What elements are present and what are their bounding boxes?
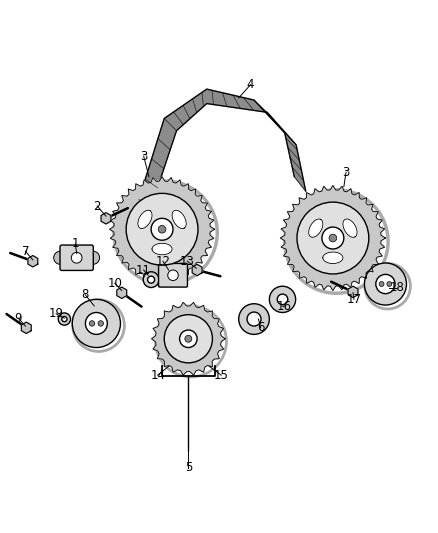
Polygon shape (28, 255, 38, 267)
Polygon shape (343, 219, 357, 237)
Text: 5: 5 (185, 462, 192, 474)
Text: 6: 6 (257, 321, 265, 334)
Polygon shape (323, 252, 343, 263)
Text: 10: 10 (107, 277, 122, 289)
Circle shape (185, 335, 192, 342)
Circle shape (277, 294, 288, 304)
Polygon shape (152, 302, 225, 375)
Polygon shape (21, 322, 31, 334)
Polygon shape (280, 185, 385, 290)
Circle shape (98, 321, 103, 326)
Circle shape (379, 281, 384, 286)
Circle shape (364, 263, 406, 305)
Polygon shape (101, 213, 111, 224)
Circle shape (126, 193, 198, 265)
Circle shape (329, 234, 337, 242)
Text: 9: 9 (14, 312, 22, 325)
FancyBboxPatch shape (60, 245, 93, 270)
Circle shape (322, 227, 344, 249)
Polygon shape (309, 219, 323, 237)
Text: 13: 13 (180, 255, 195, 268)
Circle shape (376, 274, 395, 294)
Circle shape (297, 202, 369, 274)
Text: 16: 16 (276, 300, 291, 313)
Polygon shape (131, 89, 306, 243)
Polygon shape (172, 210, 186, 229)
Polygon shape (117, 287, 127, 298)
Text: 8: 8 (82, 288, 89, 302)
Text: 18: 18 (389, 281, 404, 294)
Polygon shape (110, 177, 215, 282)
Circle shape (168, 270, 178, 280)
Circle shape (269, 286, 296, 312)
Text: 19: 19 (49, 308, 64, 320)
Text: 15: 15 (214, 369, 229, 382)
Text: 3: 3 (343, 166, 350, 179)
Text: 17: 17 (346, 293, 361, 306)
Text: 14: 14 (150, 369, 165, 382)
Polygon shape (192, 264, 202, 276)
Circle shape (54, 251, 67, 264)
Circle shape (247, 312, 261, 326)
Circle shape (85, 312, 107, 334)
Circle shape (58, 313, 71, 325)
Circle shape (387, 281, 392, 286)
Circle shape (148, 276, 155, 283)
Text: 1: 1 (71, 237, 79, 250)
Circle shape (89, 321, 95, 326)
Circle shape (180, 330, 197, 348)
Text: 7: 7 (21, 245, 29, 257)
Polygon shape (138, 210, 152, 229)
Circle shape (151, 219, 173, 240)
Circle shape (158, 225, 166, 233)
Circle shape (62, 317, 67, 322)
Text: 4: 4 (247, 78, 254, 91)
Circle shape (239, 304, 269, 334)
Circle shape (143, 272, 159, 287)
Circle shape (164, 314, 212, 363)
Text: 11: 11 (136, 263, 151, 277)
Text: 2: 2 (93, 199, 101, 213)
Polygon shape (348, 286, 358, 297)
Text: 3: 3 (140, 150, 147, 163)
Circle shape (72, 300, 120, 348)
Circle shape (71, 253, 82, 263)
FancyBboxPatch shape (159, 263, 187, 287)
Text: 12: 12 (155, 255, 170, 268)
Circle shape (86, 251, 99, 264)
Polygon shape (152, 243, 172, 255)
